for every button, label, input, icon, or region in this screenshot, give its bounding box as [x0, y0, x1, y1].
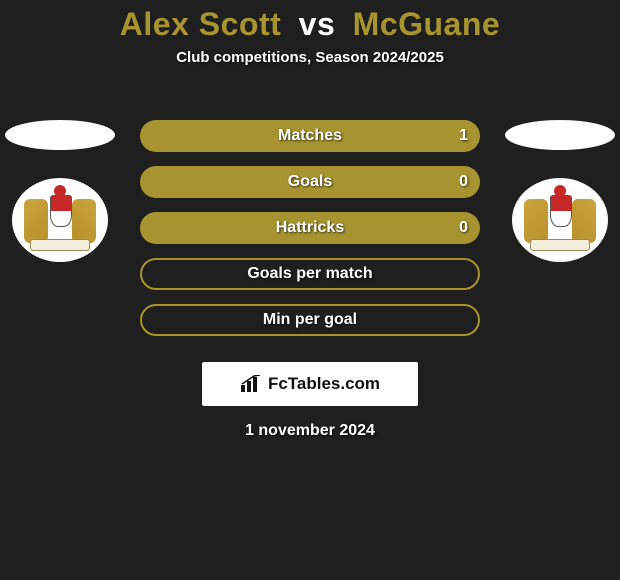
- stat-row: Goals 0: [140, 166, 480, 198]
- stat-value-right: 0: [459, 173, 468, 191]
- stat-label: Hattricks: [276, 219, 344, 237]
- title-left: Alex Scott: [120, 6, 281, 42]
- stat-label: Goals: [288, 173, 332, 191]
- stat-row: Hattricks 0: [140, 212, 480, 244]
- stats-list: Matches 1 Goals 0 Hattricks 0 Goals per match M…: [140, 120, 480, 350]
- crest-icon: [522, 185, 598, 255]
- crest-icon: [22, 185, 98, 255]
- subtitle: Club competitions, Season 2024/2025: [0, 49, 620, 66]
- stat-value-right: 1: [459, 127, 468, 145]
- player-left-column: [0, 120, 120, 262]
- stat-row: Goals per match: [140, 258, 480, 290]
- title-right: McGuane: [353, 6, 501, 42]
- chart-icon: [240, 375, 262, 393]
- page-title: Alex Scott vs McGuane: [0, 0, 620, 43]
- player-left-photo-placeholder: [5, 120, 115, 150]
- date-text: 1 november 2024: [0, 422, 620, 440]
- attribution-box: FcTables.com: [202, 362, 418, 406]
- attribution-text: FcTables.com: [268, 374, 380, 394]
- player-right-column: [500, 120, 620, 262]
- player-right-photo-placeholder: [505, 120, 615, 150]
- stat-fill-left: [140, 166, 310, 198]
- club-badge-left: [12, 178, 108, 262]
- title-sep: vs: [299, 6, 336, 42]
- comparison-card: Alex Scott vs McGuane Club competitions,…: [0, 0, 620, 580]
- stat-label: Min per goal: [263, 311, 357, 329]
- stat-row: Min per goal: [140, 304, 480, 336]
- stat-fill-right: [310, 166, 480, 198]
- stat-row: Matches 1: [140, 120, 480, 152]
- stat-value-right: 0: [459, 219, 468, 237]
- stat-label: Matches: [278, 127, 342, 145]
- stat-label: Goals per match: [247, 265, 372, 283]
- club-badge-right: [512, 178, 608, 262]
